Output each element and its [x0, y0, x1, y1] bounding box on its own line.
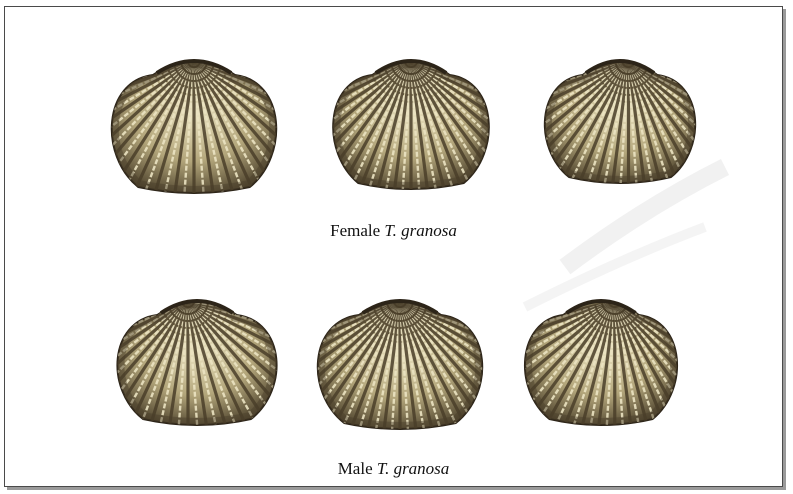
male-shell-row	[5, 287, 782, 437]
female-shell-1	[110, 59, 278, 194]
male-shell-2	[316, 299, 484, 430]
male-caption-species: T. granosa	[376, 459, 450, 478]
female-caption: Female T. granosa	[5, 221, 782, 241]
figure-frame: Female T. granosa Male T. granosa	[4, 6, 783, 487]
male-shell-1	[116, 299, 278, 426]
male-caption: Male T. granosa	[5, 459, 782, 479]
female-caption-species: T. granosa	[384, 221, 457, 240]
female-caption-prefix: Female	[330, 221, 385, 240]
male-caption-prefix: Male	[337, 459, 377, 478]
male-shell-3	[523, 299, 679, 426]
female-shell-3	[543, 59, 697, 184]
female-shell-row	[5, 47, 782, 197]
female-shell-2	[332, 59, 490, 190]
